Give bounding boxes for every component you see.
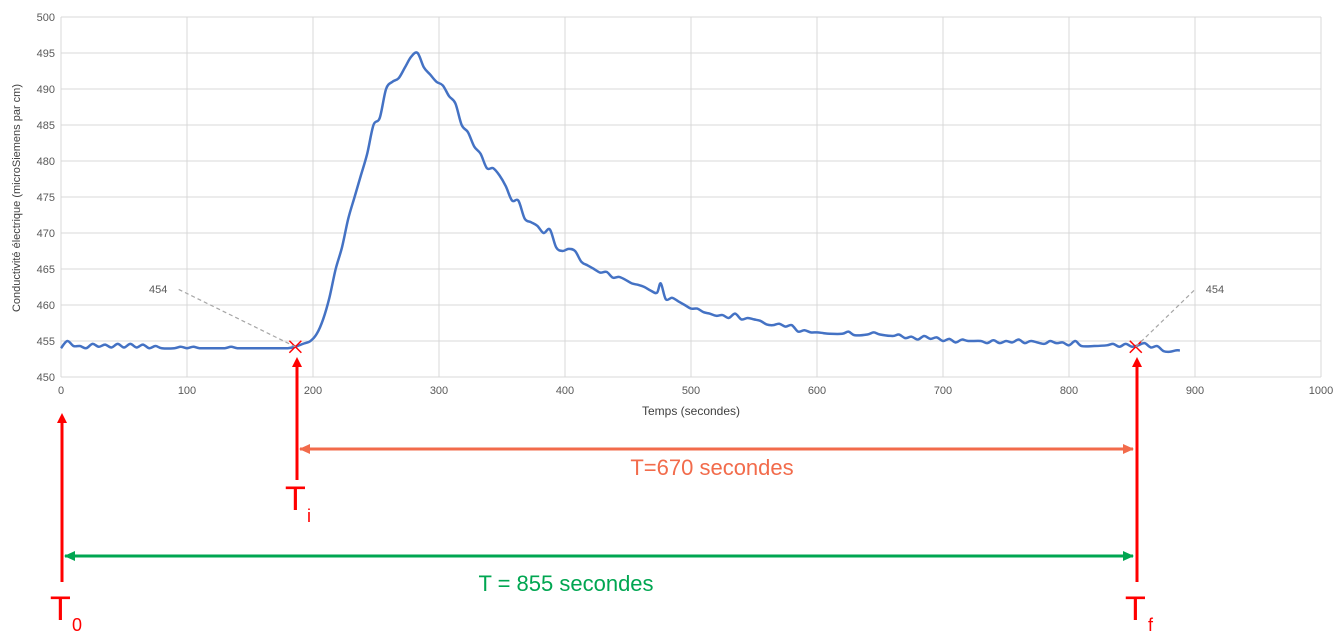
x-tick-label: 200 [304,385,322,397]
y-axis-title: Conductivité électrique (microSiemens pa… [11,84,23,312]
t0-subscript: 0 [72,615,82,632]
y-tick-label: 485 [37,120,55,132]
x-tick-label: 700 [934,385,952,397]
y-tick-label: 465 [37,264,55,276]
y-tick-label: 450 [37,372,55,384]
series-layer [60,51,1180,354]
x-axis-title: Temps (secondes) [642,404,740,418]
data-label-leader [177,288,296,348]
t0-label: T [50,590,71,628]
x-tick-label: 300 [430,385,448,397]
x-tick-label: 600 [808,385,826,397]
data-label-leader [1135,288,1197,348]
orange-duration-label: T=670 secondes [630,455,793,480]
x-tick-label: 400 [556,385,574,397]
y-tick-label: 490 [37,84,55,96]
axis-ticks: 450 455 460 465 470 475 480 485 490 495 500 0 100 200… [37,12,1334,397]
y-tick-label: 500 [37,12,55,24]
ti-label: T [285,480,306,518]
y-tick-label: 480 [37,156,55,168]
y-tick-label: 495 [37,48,55,60]
y-tick-label: 460 [37,300,55,312]
ti-subscript: i [307,506,311,526]
green-duration-label: T = 855 secondes [478,571,653,596]
conductivity-series-line [60,51,1180,354]
x-tick-label: 500 [682,385,700,397]
data-label: 454 [1206,284,1224,296]
y-tick-label: 470 [37,228,55,240]
tf-label: T [1125,590,1146,628]
x-tick-label: 100 [178,385,196,397]
y-tick-label: 455 [37,336,55,348]
x-tick-label: 900 [1186,385,1204,397]
y-tick-label: 475 [37,192,55,204]
x-tick-label: 1000 [1309,385,1333,397]
x-tick-label: 800 [1060,385,1078,397]
x-tick-label: 0 [58,385,64,397]
data-label: 454 [149,284,167,296]
grid [60,16,1322,378]
tf-subscript: f [1148,615,1154,632]
marker-layer: 454 454 [149,284,1224,354]
